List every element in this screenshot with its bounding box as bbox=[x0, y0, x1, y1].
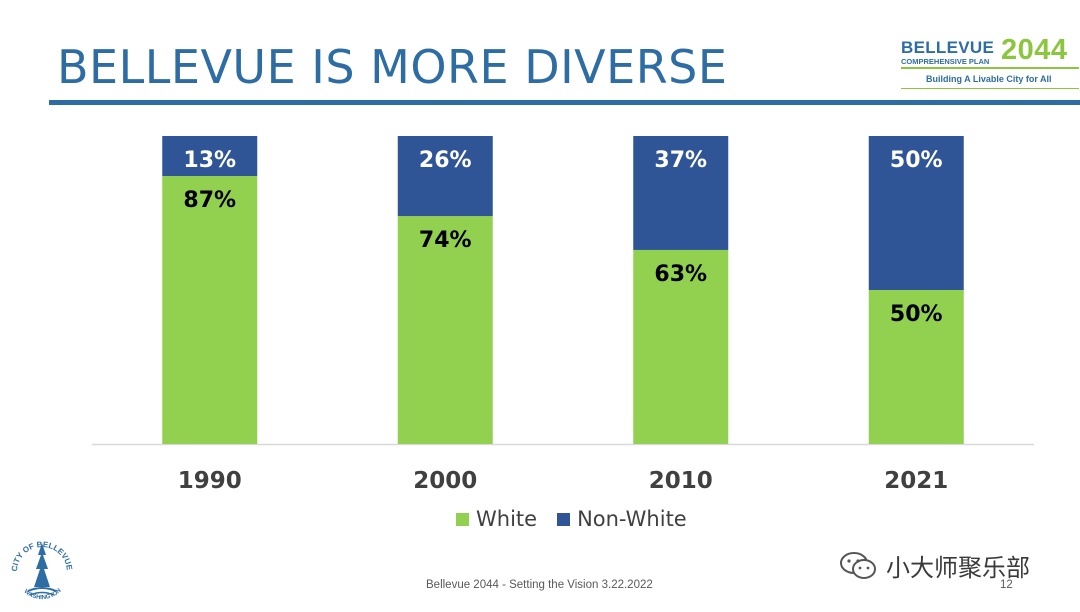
legend-item-non-white: Non-White bbox=[557, 507, 687, 531]
watermark-text: 小大师聚乐部 bbox=[886, 555, 1030, 582]
data-label-non-white-1990: 13% bbox=[183, 148, 236, 173]
bar-non-white-2000 bbox=[397, 136, 493, 217]
logo-bottom-rule bbox=[901, 88, 1079, 89]
slide-footer: Bellevue 2044 - Setting the Vision 3.22.… bbox=[426, 579, 653, 591]
x-tick-label-1990: 1990 bbox=[178, 468, 242, 494]
slide-title: BELLEVUE IS MORE DIVERSE bbox=[57, 40, 728, 94]
data-label-white-2021: 50% bbox=[890, 302, 943, 327]
data-label-white-1990: 87% bbox=[183, 188, 236, 213]
page-number: 12 bbox=[1000, 579, 1013, 591]
logo-main-text: BELLEVUE bbox=[901, 38, 995, 57]
data-label-white-2010: 63% bbox=[654, 262, 707, 287]
bellevue-2044-logo: BELLEVUE 2044 COMPREHENSIVE PLAN Buildin… bbox=[901, 34, 1079, 90]
bar-white-2000 bbox=[397, 216, 493, 444]
wechat-watermark: 小大师聚乐部 bbox=[838, 548, 1030, 583]
logo-subtitle: COMPREHENSIVE PLAN bbox=[901, 57, 990, 66]
wechat-icon bbox=[840, 551, 876, 579]
bar-non-white-2021 bbox=[868, 136, 964, 290]
legend-swatch-non-white bbox=[557, 512, 571, 526]
bar-white-1990 bbox=[162, 176, 258, 445]
data-label-white-2000: 74% bbox=[419, 228, 472, 253]
city-of-bellevue-seal: CITY OF BELLEVUE WASHINGTON bbox=[10, 540, 74, 601]
logo-year: 2044 bbox=[1001, 34, 1068, 66]
data-label-non-white-2021: 50% bbox=[890, 148, 943, 173]
x-tick-label-2021: 2021 bbox=[884, 468, 948, 494]
bar-non-white-2010 bbox=[633, 136, 729, 250]
x-tick-label-2000: 2000 bbox=[413, 468, 477, 494]
logo-tagline: Building A Livable City for All bbox=[926, 74, 1052, 84]
legend-swatch-white bbox=[456, 512, 469, 526]
data-label-non-white-2010: 37% bbox=[654, 148, 707, 173]
bar-white-2021 bbox=[868, 290, 964, 444]
logo-divider bbox=[901, 67, 1079, 69]
bar-white-2010 bbox=[633, 249, 729, 444]
title-underline bbox=[49, 100, 1080, 105]
legend-item-white: White bbox=[456, 507, 537, 531]
x-tick-label-2010: 2010 bbox=[649, 468, 713, 494]
legend-label-non-white: Non-White bbox=[577, 507, 687, 531]
data-label-non-white-2000: 26% bbox=[419, 148, 472, 173]
bar-non-white-1990 bbox=[162, 136, 258, 177]
legend-label-white: White bbox=[476, 507, 538, 531]
chart-legend: White Non-White bbox=[456, 507, 707, 531]
